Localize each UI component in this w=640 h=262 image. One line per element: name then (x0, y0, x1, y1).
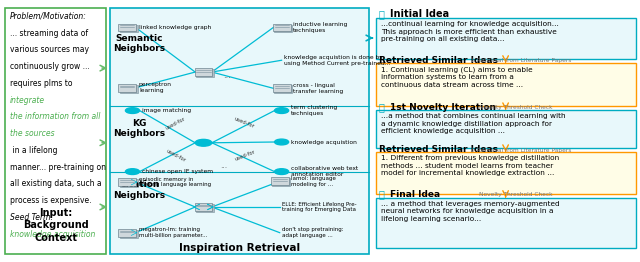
Text: Novelty Threshold Check: Novelty Threshold Check (479, 192, 552, 197)
Text: knowledge acquistion is done by
using Method Current pre-trained...: knowledge acquistion is done by using Me… (284, 55, 390, 66)
Text: 💡: 💡 (379, 102, 385, 112)
FancyBboxPatch shape (195, 203, 212, 211)
Text: used-for: used-for (234, 117, 256, 129)
FancyBboxPatch shape (118, 178, 136, 186)
Circle shape (275, 139, 289, 145)
Text: megatron-lm: training
multi-billion parameter...: megatron-lm: training multi-billion para… (139, 227, 207, 238)
Text: inductive learning
techniques: inductive learning techniques (293, 22, 348, 33)
Text: 💡: 💡 (379, 9, 385, 19)
FancyBboxPatch shape (118, 84, 136, 92)
Text: cross - lingual
transfer learning: cross - lingual transfer learning (293, 83, 344, 94)
Text: used-for: used-for (165, 116, 187, 130)
Text: ...a method that combines continual learning with
a dynamic knowledge distillati: ...a method that combines continual lear… (381, 113, 565, 134)
Text: used-for: used-for (234, 149, 256, 162)
FancyBboxPatch shape (5, 8, 106, 254)
FancyBboxPatch shape (120, 230, 138, 238)
Circle shape (275, 169, 289, 174)
Text: process is expensive.: process is expensive. (10, 196, 91, 205)
Text: ↓ Retrieval from Literature Papers: ↓ Retrieval from Literature Papers (470, 147, 572, 152)
Circle shape (275, 108, 289, 113)
Text: ... a method that leverages memory-augmented
neural networks for knowledge acqui: ... a method that leverages memory-augme… (381, 201, 559, 222)
Text: collaborative web text
annotation editor: collaborative web text annotation editor (291, 166, 358, 177)
Text: knowledge acquisition: knowledge acquisition (10, 230, 95, 239)
FancyBboxPatch shape (376, 63, 636, 106)
Text: Semantic
Neighbors: Semantic Neighbors (113, 34, 166, 53)
FancyBboxPatch shape (273, 84, 291, 92)
Text: Final Idea: Final Idea (390, 190, 440, 199)
Text: requires plms to: requires plms to (10, 79, 74, 88)
Circle shape (125, 169, 140, 174)
Text: the information from all: the information from all (10, 112, 100, 121)
FancyBboxPatch shape (120, 25, 138, 32)
Text: Retrieved Similar Ideas: Retrieved Similar Ideas (379, 56, 498, 65)
Text: Initial Idea: Initial Idea (390, 9, 449, 19)
Text: Citation
Neighbors: Citation Neighbors (113, 180, 166, 200)
Text: in a lifelong: in a lifelong (10, 146, 57, 155)
Text: Retrieved Similar Ideas: Retrieved Similar Ideas (379, 145, 498, 154)
FancyBboxPatch shape (118, 24, 136, 31)
FancyBboxPatch shape (376, 152, 636, 194)
Text: KG
Neighbors: KG Neighbors (113, 119, 166, 138)
Text: 1. Different from previous knowledge distillation
methods ... student model lear: 1. Different from previous knowledge dis… (381, 155, 559, 176)
Text: Novelty Threshold Check: Novelty Threshold Check (479, 105, 552, 110)
FancyBboxPatch shape (274, 85, 292, 93)
FancyBboxPatch shape (376, 198, 636, 248)
FancyBboxPatch shape (120, 85, 138, 93)
FancyBboxPatch shape (274, 25, 292, 32)
Circle shape (195, 139, 212, 146)
FancyBboxPatch shape (272, 178, 290, 186)
Text: ELLE: Efficient Lifelong Pre-
training for Emerging Data: ELLE: Efficient Lifelong Pre- training f… (282, 201, 356, 212)
Text: Inspiration Retrieval: Inspiration Retrieval (179, 243, 300, 253)
Text: ↓ Retrieval from Literature Papers: ↓ Retrieval from Literature Papers (470, 58, 572, 63)
Text: image matching: image matching (142, 108, 191, 113)
FancyBboxPatch shape (271, 177, 289, 185)
Text: knowledge acquistion: knowledge acquistion (291, 139, 357, 145)
FancyBboxPatch shape (376, 18, 636, 59)
FancyBboxPatch shape (120, 179, 138, 187)
Text: continuously grow ...: continuously grow ... (10, 62, 90, 71)
FancyBboxPatch shape (118, 229, 136, 237)
Text: chinese open IE system: chinese open IE system (142, 169, 213, 174)
Text: integrate: integrate (10, 96, 45, 105)
Text: linked knowledge graph: linked knowledge graph (139, 25, 211, 30)
Circle shape (125, 108, 140, 113)
Text: 1. Continual learning (CL) aims to enable
information systems to learn from a
co: 1. Continual learning (CL) aims to enabl… (381, 66, 532, 88)
Text: Problem/Motivation:: Problem/Motivation: (10, 12, 86, 21)
Text: episodic memory in
lifelong language learning: episodic memory in lifelong language lea… (139, 177, 211, 188)
FancyBboxPatch shape (196, 69, 214, 77)
Text: ... streaming data of: ... streaming data of (10, 29, 88, 37)
Text: the sources: the sources (10, 129, 54, 138)
Text: manner... pre-training on: manner... pre-training on (10, 163, 106, 172)
Text: ...continual learning for knowledge acquisition...
This approach is more efficie: ...continual learning for knowledge acqu… (381, 21, 559, 42)
Text: 1st Novelty Iteration: 1st Novelty Iteration (390, 103, 497, 112)
FancyBboxPatch shape (273, 24, 291, 31)
FancyBboxPatch shape (110, 8, 369, 254)
Text: term clustering
techniques: term clustering techniques (291, 105, 337, 116)
Text: ...: ... (220, 161, 228, 170)
Text: all existing data, such a: all existing data, such a (10, 179, 101, 188)
FancyBboxPatch shape (195, 68, 212, 76)
Text: Seed Term:: Seed Term: (10, 213, 52, 222)
FancyBboxPatch shape (376, 110, 636, 148)
Text: ...: ... (223, 72, 231, 80)
Text: used-for: used-for (165, 148, 187, 163)
Text: perceptron
learning: perceptron learning (139, 82, 172, 93)
Text: 💡: 💡 (379, 189, 385, 199)
Text: lamol: language
modeling for ...: lamol: language modeling for ... (291, 176, 336, 187)
Text: don't stop pretraining:
adapt language ...: don't stop pretraining: adapt language .… (282, 227, 343, 238)
FancyBboxPatch shape (196, 204, 214, 212)
Text: various sources may: various sources may (10, 45, 88, 54)
Text: Input:
Background
Context: Input: Background Context (23, 208, 88, 243)
